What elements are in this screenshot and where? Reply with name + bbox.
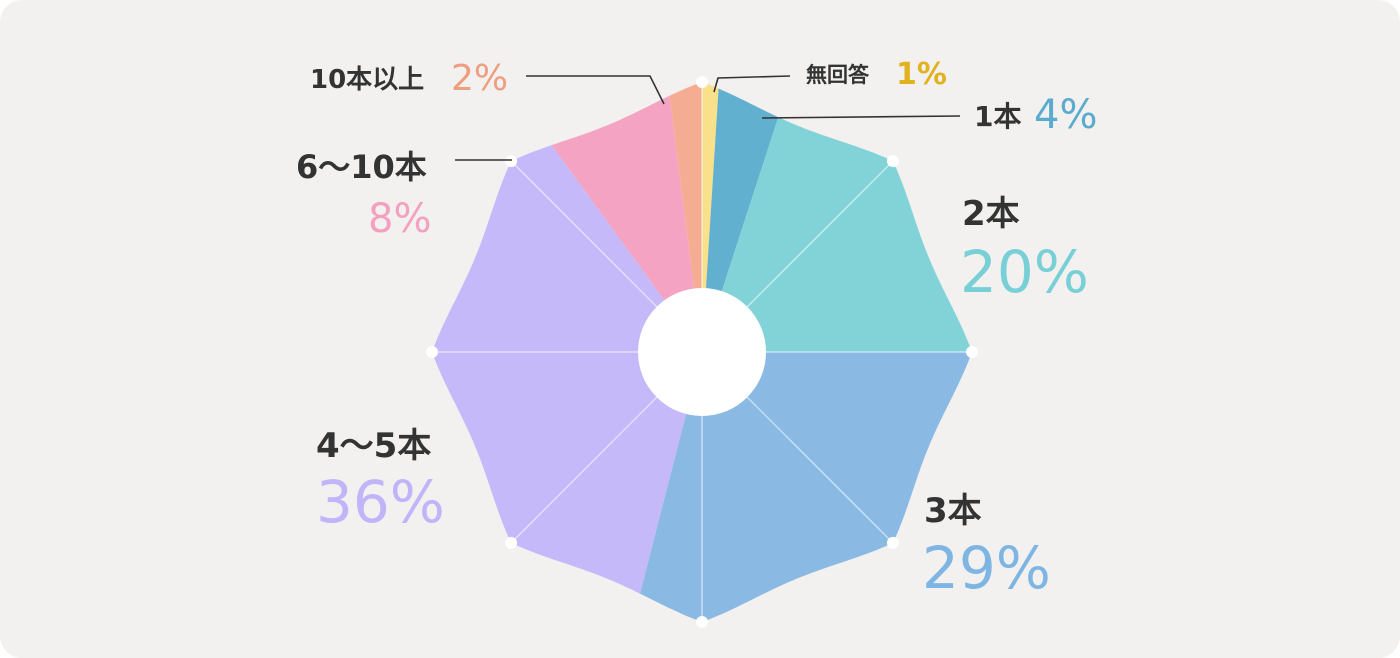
spoke-dot: [886, 536, 899, 549]
pie-slice-0: [702, 82, 719, 352]
pie-slice-1: [702, 88, 779, 352]
category-label-2: 2本: [962, 194, 1020, 234]
value-label-0: 1%: [896, 57, 947, 92]
spoke-dot: [505, 536, 518, 549]
pie-slice-6: [669, 82, 702, 352]
spoke-dot: [886, 155, 899, 168]
spoke-dot: [426, 346, 438, 358]
spoke-dot: [696, 616, 708, 628]
spoke-dot: [966, 346, 978, 358]
value-label-5: 8%: [368, 196, 431, 242]
leader-line-1: [761, 115, 961, 119]
category-label-6: 10本以上: [310, 65, 424, 95]
leader-line-6: [526, 75, 665, 105]
pie-slice-3: [639, 352, 972, 622]
pie-slice-5: [551, 95, 702, 353]
value-label-6: 2%: [451, 58, 508, 99]
value-label-1: 4%: [1034, 92, 1097, 138]
category-label-4: 4〜5本: [316, 426, 431, 466]
center-hole: [638, 288, 766, 416]
pie-slice-4: [432, 145, 702, 594]
leader-line-0: [713, 75, 791, 93]
category-label-5: 6〜10本: [296, 148, 427, 186]
value-label-4: 36%: [316, 468, 445, 536]
spoke-dot: [696, 76, 708, 88]
category-label-1: 1本: [974, 100, 1021, 133]
spoke-dot: [505, 155, 518, 168]
category-label-0: 無回答: [806, 63, 870, 87]
value-label-2: 20%: [960, 238, 1089, 306]
value-label-3: 29%: [922, 534, 1051, 602]
category-label-3: 3本: [924, 491, 982, 531]
pie-slice-2: [702, 117, 972, 352]
